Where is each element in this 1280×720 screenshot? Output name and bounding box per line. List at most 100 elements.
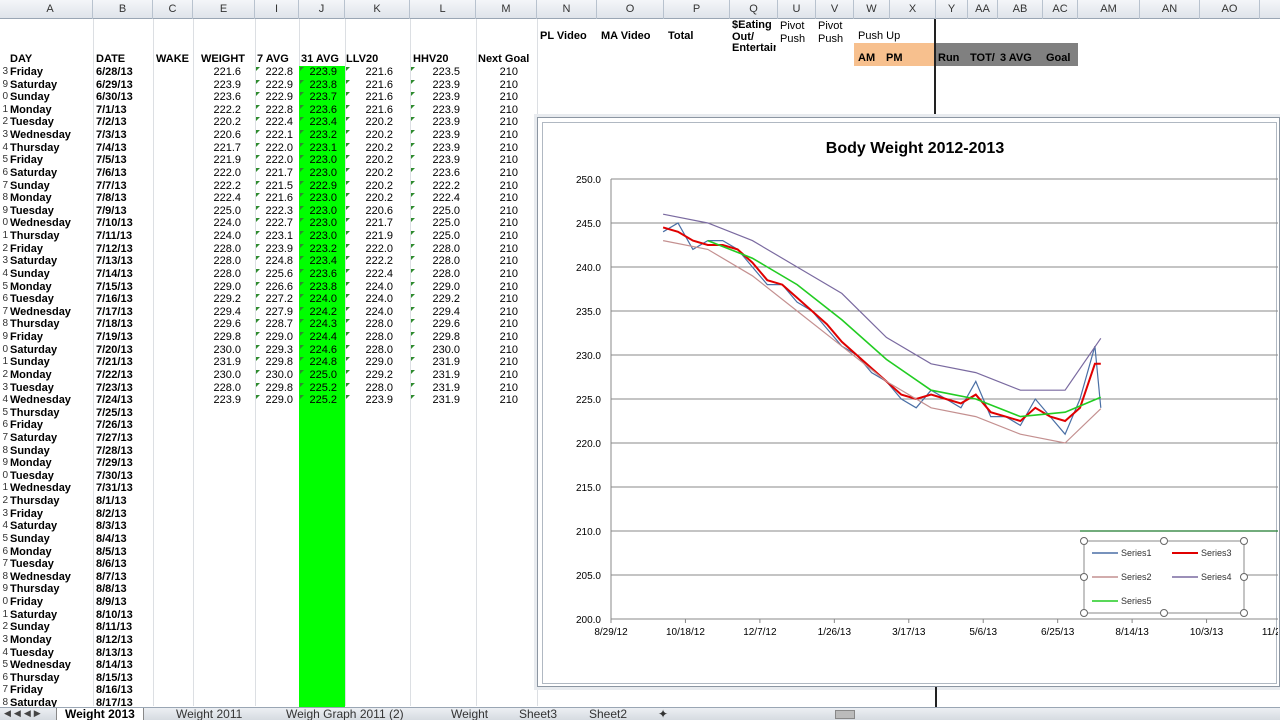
- cell-weight[interactable]: 220.6: [213, 129, 241, 142]
- cell-weight[interactable]: [195, 482, 241, 495]
- cell-hhv20[interactable]: 231.9: [432, 356, 460, 369]
- column-header-ac[interactable]: AC: [1043, 0, 1078, 19]
- cell-llv20[interactable]: [345, 419, 393, 432]
- cell-31avg[interactable]: [299, 495, 337, 508]
- cell-hhv20[interactable]: [410, 647, 460, 660]
- cell-31avg[interactable]: [299, 407, 337, 420]
- cell-31avg[interactable]: 224.3: [309, 318, 337, 331]
- cell-next-goal[interactable]: [476, 419, 518, 432]
- cell-date[interactable]: 8/9/13: [96, 596, 127, 609]
- cell-hhv20[interactable]: [410, 672, 460, 685]
- row-number[interactable]: 1: [2, 608, 8, 620]
- cell-7avg[interactable]: 223.1: [265, 230, 293, 243]
- table-row[interactable]: 3 Monday 8/12/13: [0, 634, 537, 647]
- row-number[interactable]: 2: [2, 621, 8, 633]
- cell-7avg[interactable]: 230.0: [265, 368, 293, 381]
- cell-llv20[interactable]: 220.2: [365, 141, 393, 154]
- cell-next-goal[interactable]: 210: [499, 217, 518, 230]
- cell-date[interactable]: 7/28/13: [96, 444, 133, 457]
- cell-llv20[interactable]: 221.6: [365, 78, 393, 91]
- table-row[interactable]: 3 Friday 8/2/13: [0, 508, 537, 521]
- cell-date[interactable]: 7/13/13: [96, 255, 133, 268]
- cell-llv20[interactable]: [345, 407, 393, 420]
- cell-31avg[interactable]: 223.0: [309, 192, 337, 205]
- cell-llv20[interactable]: [345, 508, 393, 521]
- hdr-pm[interactable]: PM: [886, 52, 903, 64]
- cell-llv20[interactable]: 228.0: [365, 318, 393, 331]
- table-row[interactable]: 0 Sunday 6/30/13 223.6 222.9 223.7 221.6 223.9 2…: [0, 91, 537, 104]
- row-number[interactable]: 9: [2, 457, 8, 469]
- cell-next-goal[interactable]: [476, 508, 518, 521]
- cell-next-goal[interactable]: 210: [499, 141, 518, 154]
- row-number[interactable]: 8: [2, 697, 8, 708]
- cell-weight[interactable]: [195, 647, 241, 660]
- column-header-n[interactable]: N: [537, 0, 597, 19]
- row-number[interactable]: 0: [2, 469, 8, 481]
- cell-day[interactable]: Sunday: [10, 356, 50, 369]
- cell-date[interactable]: 7/4/13: [96, 141, 127, 154]
- cell-weight[interactable]: 230.0: [213, 368, 241, 381]
- cell-day[interactable]: Thursday: [10, 141, 60, 154]
- sheet-tab[interactable]: Weight: [451, 707, 489, 720]
- cell-weight[interactable]: [195, 470, 241, 483]
- cell-day[interactable]: Wednesday: [10, 394, 71, 407]
- column-header-ab[interactable]: AB: [998, 0, 1043, 19]
- row-number[interactable]: 5: [2, 154, 8, 166]
- cell-llv20[interactable]: 229.0: [365, 356, 393, 369]
- cell-hhv20[interactable]: 228.0: [432, 267, 460, 280]
- cell-next-goal[interactable]: 210: [499, 66, 518, 78]
- cell-31avg[interactable]: 224.6: [309, 343, 337, 356]
- cell-date[interactable]: 7/31/13: [96, 482, 133, 495]
- cell-hhv20[interactable]: 223.6: [432, 166, 460, 179]
- table-row[interactable]: 3 Saturday 7/13/13 228.0 224.8 223.4 222.2 228.…: [0, 255, 537, 268]
- table-row[interactable]: 5 Monday 7/15/13 229.0 226.6 223.8 224.0 229.0 2…: [0, 281, 537, 294]
- table-row[interactable]: 3 Friday 6/28/13 221.6 222.8 223.9 221.6 223.5 2…: [0, 66, 537, 79]
- row-number[interactable]: 9: [2, 204, 8, 216]
- table-row[interactable]: 9 Tuesday 7/9/13 225.0 222.3 223.0 220.6 225.0 2…: [0, 205, 537, 218]
- table-row[interactable]: 3 Tuesday 7/23/13 228.0 229.8 225.2 228.0 231.9…: [0, 382, 537, 395]
- column-header-i[interactable]: I: [255, 0, 299, 19]
- cell-llv20[interactable]: [345, 533, 393, 546]
- cell-day[interactable]: Tuesday: [10, 293, 54, 306]
- row-number[interactable]: 7: [2, 179, 8, 191]
- table-row[interactable]: 8 Thursday 7/18/13 229.6 228.7 224.3 228.0 229.…: [0, 318, 537, 331]
- cell-7avg[interactable]: 221.7: [265, 166, 293, 179]
- column-header-o[interactable]: O: [597, 0, 664, 19]
- cell-31avg[interactable]: [299, 609, 337, 622]
- cell-31avg[interactable]: [299, 596, 337, 609]
- cell-7avg[interactable]: 221.6: [265, 192, 293, 205]
- cell-next-goal[interactable]: 210: [499, 381, 518, 394]
- cell-day[interactable]: Friday: [10, 242, 44, 255]
- cell-31avg[interactable]: 223.6: [309, 103, 337, 116]
- cell-next-goal[interactable]: 210: [499, 343, 518, 356]
- cell-7avg[interactable]: [255, 445, 293, 458]
- cell-next-goal[interactable]: [476, 407, 518, 420]
- cell-hhv20[interactable]: 231.9: [432, 394, 460, 407]
- cell-hhv20[interactable]: 229.0: [432, 280, 460, 293]
- cell-llv20[interactable]: 229.2: [365, 368, 393, 381]
- cell-7avg[interactable]: 227.2: [265, 293, 293, 306]
- cell-llv20[interactable]: 220.2: [365, 166, 393, 179]
- row-number[interactable]: 6: [2, 671, 8, 683]
- cell-7avg[interactable]: 228.7: [265, 318, 293, 331]
- cell-weight[interactable]: 228.0: [213, 255, 241, 268]
- row-number[interactable]: 5: [2, 532, 8, 544]
- cell-31avg[interactable]: 223.0: [309, 166, 337, 179]
- cell-weight[interactable]: 223.9: [213, 78, 241, 91]
- cell-date[interactable]: 8/10/13: [96, 608, 133, 621]
- row-number[interactable]: 2: [2, 495, 8, 507]
- cell-date[interactable]: 7/30/13: [96, 469, 133, 482]
- table-row[interactable]: 4 Tuesday 8/13/13: [0, 647, 537, 660]
- row-number[interactable]: 4: [2, 141, 8, 153]
- row-number[interactable]: 7: [2, 431, 8, 443]
- hdr-date[interactable]: DATE: [96, 53, 126, 65]
- cell-llv20[interactable]: [345, 647, 393, 660]
- column-header-aa[interactable]: AA: [968, 0, 998, 19]
- cell-llv20[interactable]: 221.6: [365, 66, 393, 78]
- cell-31avg[interactable]: [299, 520, 337, 533]
- cell-next-goal[interactable]: [476, 684, 518, 697]
- cell-31avg[interactable]: 223.2: [309, 242, 337, 255]
- row-number[interactable]: 0: [2, 217, 8, 229]
- cell-7avg[interactable]: 229.8: [265, 356, 293, 369]
- table-row[interactable]: 9 Thursday 8/8/13: [0, 583, 537, 596]
